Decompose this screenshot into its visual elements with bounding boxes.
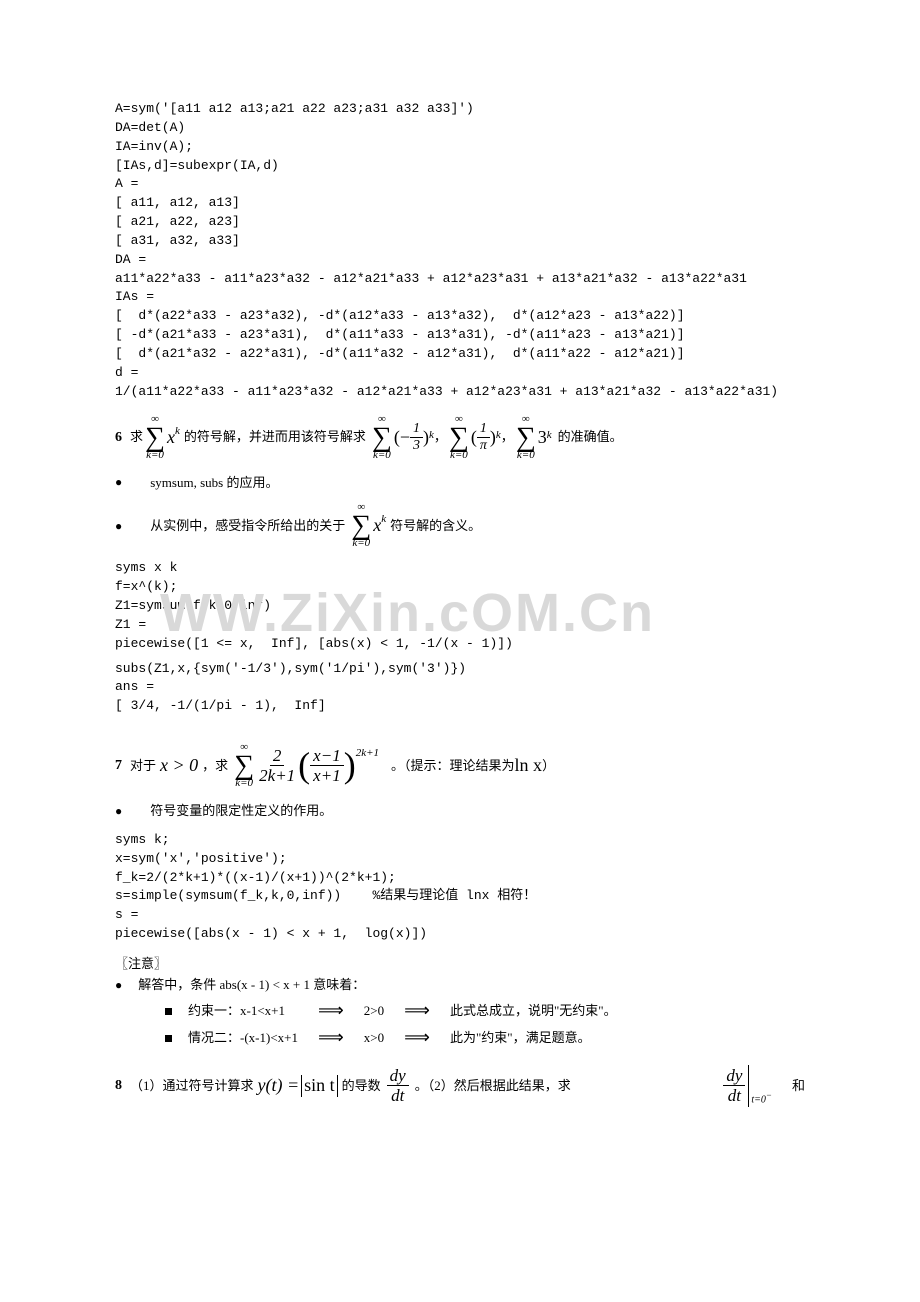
bullet-2a: 从实例中，感受指令所给出的关于 (150, 516, 345, 536)
q7-hint2: ） (542, 756, 555, 776)
bullet-1-text: symsum, subs 的应用。 (150, 473, 278, 493)
q7-hint1: 。（提示：理论结果为 (391, 756, 515, 776)
q7-mid: ，求 (202, 756, 228, 776)
question-8: 8 （1）通过符号计算求 y(t) = sin t 的导数 dydt 。（2）然… (115, 1065, 805, 1107)
q8-p2: 的导数 (342, 1076, 381, 1096)
code-block-3: subs(Z1,x,{sym('-1/3'),sym('1/pi'),sym('… (115, 660, 805, 717)
q6-sum1: ∞∑k=0 xk (143, 414, 180, 461)
q7-pre: 对于 (130, 756, 156, 776)
q6-sep1: ， (434, 427, 447, 447)
q6-sum3: ∞∑k=0 (1π)k (447, 414, 501, 461)
bullet-3: ● 符号变量的限定性定义的作用。 (115, 801, 805, 821)
bullet-3-text: 符号变量的限定性定义的作用。 (150, 801, 332, 821)
q6-pre: 求 (130, 427, 143, 447)
note-block: 〖注意〗 ● 解答中，条件 abs(x - 1) < x + 1 意味着： 约束… (115, 954, 805, 1051)
bullet-2b: 符号解的含义。 (390, 516, 481, 536)
q6-end: 的准确值。 (558, 427, 623, 447)
q7-number: 7 (115, 755, 122, 776)
q6-number: 6 (115, 427, 122, 448)
note-table: 约束一：x-1<x+1 ⟹ 2>0 ⟹ 此式总成立，说明"无约束"。 情况二：-… (115, 997, 627, 1051)
q6-sum2: ∞∑k=0 (−13)k (370, 414, 434, 461)
note-r2c: 此为"约束"，满足题意。 (440, 1024, 627, 1051)
q8-p1: （1）通过符号计算求 (130, 1076, 254, 1096)
note-title: 〖注意〗 (115, 954, 805, 974)
code-block-4: syms k; x=sym('x','positive'); f_k=2/(2*… (115, 831, 805, 944)
question-6: 6 求 ∞∑k=0 xk 的符号解，并进而用该符号解求 ∞∑k=0 (−13)k… (115, 414, 805, 461)
code-block-1: A=sym('[a11 a12 a13;a21 a22 a23;a31 a32 … (115, 100, 805, 402)
q8-p3: 。（2）然后根据此结果，求 (415, 1076, 571, 1096)
note-r1b: 2>0 (354, 997, 394, 1024)
code-block-2: syms x k f=x^(k); Z1=symsum(f,k,0,inf) Z… (115, 559, 805, 653)
note-line1: 解答中，条件 abs(x - 1) < x + 1 意味着： (138, 975, 365, 995)
q7-sum: ∞∑k=0 22k+1 ( x−1x+1 ) 2k+1 (232, 742, 379, 789)
q8-sub: t=0 (751, 1094, 766, 1105)
question-7: 7 对于 x > 0 ，求 ∞∑k=0 22k+1 ( x−1x+1 ) 2k+… (115, 742, 805, 789)
bullet-1: ● symsum, subs 的应用。 (115, 473, 805, 493)
note-r2b: x>0 (354, 1024, 394, 1051)
q6-mid: 的符号解，并进而用该符号解求 (184, 427, 366, 447)
q8-p4: 和 (792, 1076, 805, 1096)
note-r2a: 情况二：-(x-1)<x+1 (188, 1030, 298, 1045)
q7-cond: x > 0 (160, 752, 198, 779)
q8-sint: sin t (304, 1072, 335, 1099)
q7-lnx: ln x (515, 752, 543, 779)
note-r1a: 约束一：x-1<x+1 (188, 1003, 285, 1018)
q8-number: 8 (115, 1075, 122, 1096)
note-r1c: 此式总成立，说明"无约束"。 (440, 997, 627, 1024)
q8-yt: y(t) = (258, 1072, 300, 1099)
bullet-2-sum: ∞∑k=0 xk (349, 502, 386, 549)
q6-sep2: ， (501, 427, 514, 447)
q6-sum4: ∞∑k=0 3k (514, 414, 552, 461)
bullet-2: ● 从实例中，感受指令所给出的关于 ∞∑k=0 xk 符号解的含义。 (115, 502, 805, 549)
